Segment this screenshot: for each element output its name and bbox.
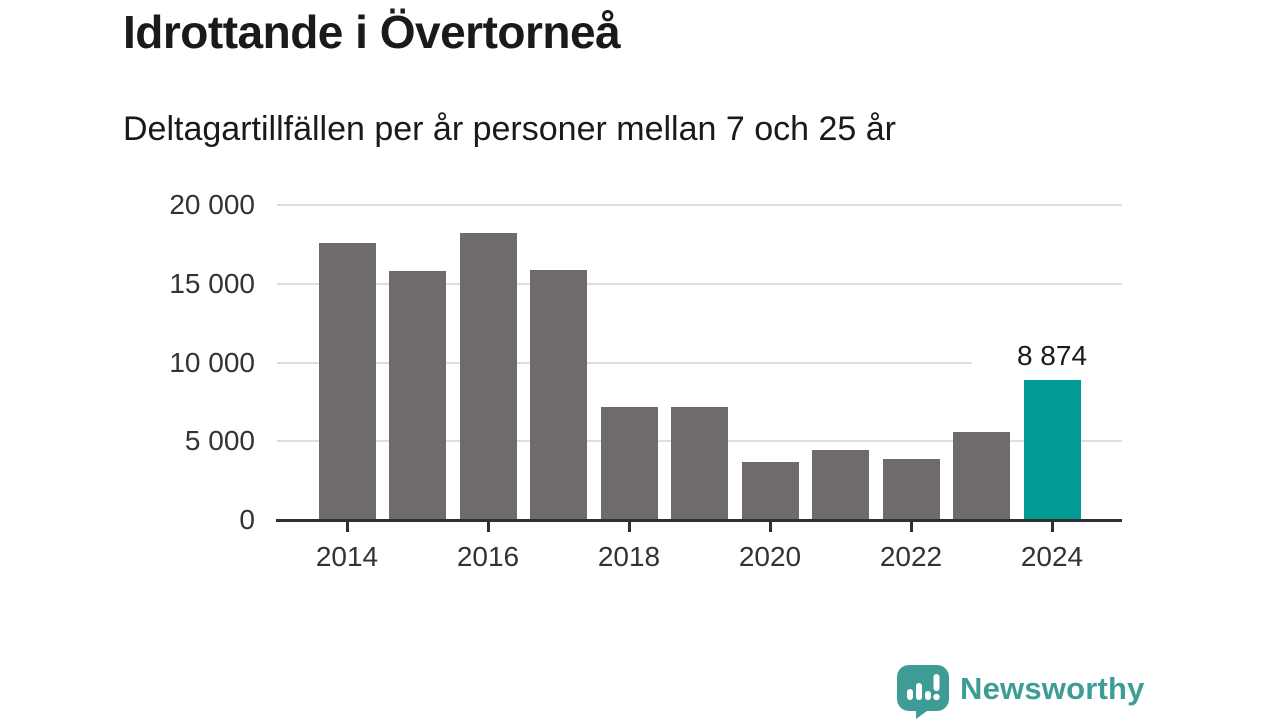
bar-2019: [671, 407, 728, 520]
x-axis-label-2022: 2022: [879, 541, 943, 572]
gridline-20000: [277, 204, 1122, 206]
newsworthy-logo-icon: [897, 665, 949, 719]
bar-2015: [389, 271, 446, 520]
bar-2021: [812, 450, 869, 520]
x-tick-2016: [486, 522, 490, 532]
page-title: Idrottande i Övertorneå: [123, 6, 621, 58]
x-axis-label-2024: 2024: [1020, 541, 1084, 572]
gridline-10000: [277, 361, 1122, 364]
x-tick-2018: [627, 522, 631, 532]
y-axis-label-10000: 10 000: [169, 346, 255, 378]
bar-2016: [459, 233, 517, 520]
y-axis-label-0: 0: [239, 504, 255, 535]
x-tick-2014: [345, 522, 349, 532]
newsworthy-logo-text: Newsworthy: [960, 671, 1145, 706]
bar-2024: [1023, 380, 1081, 520]
x-axis-label-2018: 2018: [597, 541, 661, 572]
x-axis-label-2020: 2020: [738, 541, 802, 572]
x-axis-line: [276, 519, 1122, 522]
y-axis-label-5000: 5 000: [184, 425, 255, 457]
bar-value-label: 8 874: [972, 340, 1132, 372]
bar-2018: [600, 407, 658, 520]
newsworthy-logo: Newsworthy: [897, 665, 1145, 719]
x-tick-2024: [1050, 522, 1054, 532]
gridline-15000: [277, 282, 1122, 285]
x-tick-2022: [909, 522, 913, 532]
bar-2014: [318, 243, 376, 520]
y-axis-label-15000: 15 000: [169, 267, 255, 299]
bar-2023: [953, 432, 1010, 520]
y-axis-label-20000: 20 000: [169, 189, 255, 220]
x-tick-2020: [768, 522, 772, 532]
x-axis-label-2014: 2014: [315, 541, 379, 572]
x-axis-label-2016: 2016: [456, 541, 520, 572]
bar-2017: [530, 270, 587, 520]
chart-subtitle: Deltagartillfällen per år personer mella…: [123, 110, 896, 148]
bar-2022: [882, 459, 940, 520]
bar-2020: [741, 462, 799, 520]
